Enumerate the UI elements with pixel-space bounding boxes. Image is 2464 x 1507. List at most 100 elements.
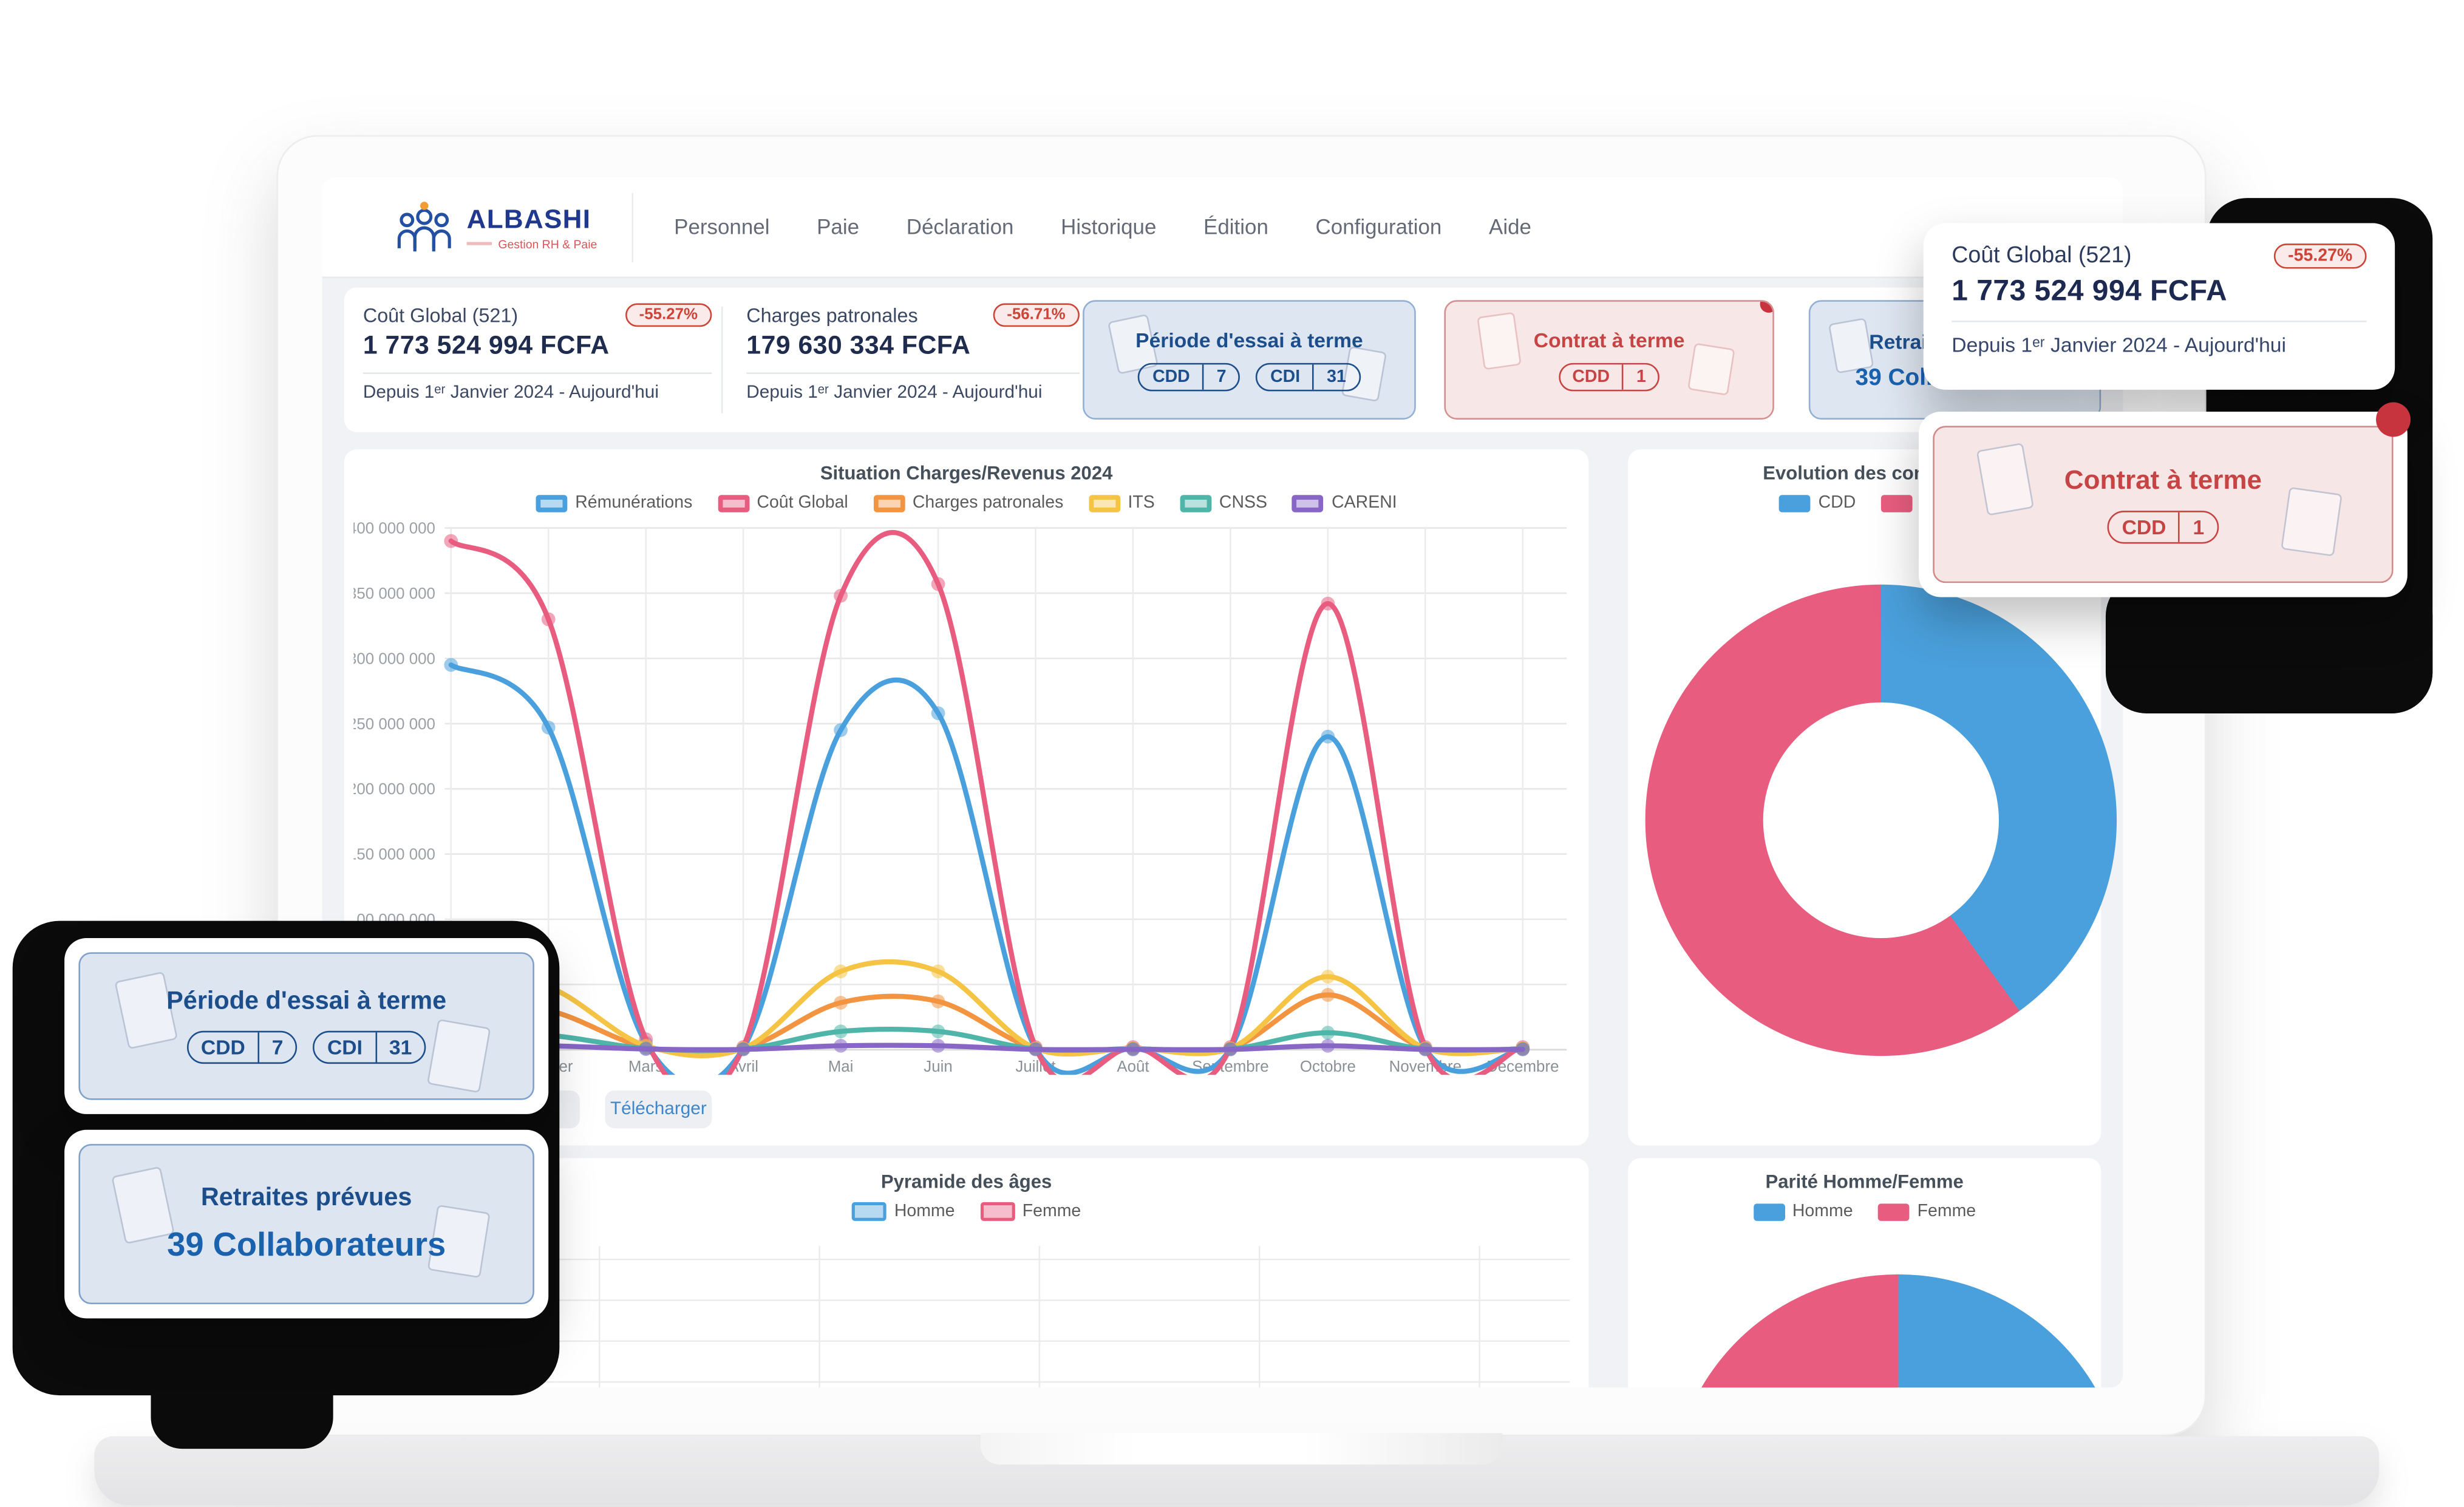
legend-swatch (873, 494, 905, 512)
legend-swatch (1778, 494, 1811, 512)
laptop-screen: ALBASHI Gestion RH & Paie Personnel Paie… (322, 177, 2123, 1388)
legend-swatch (1877, 1203, 1910, 1220)
legend-item-its[interactable]: ITS (1088, 494, 1155, 512)
nav-item-edition[interactable]: Édition (1203, 215, 1268, 239)
legend-item-charges-patronales[interactable]: Charges patronales (873, 494, 1063, 512)
legend-swatch (536, 494, 568, 512)
logo[interactable]: ALBASHI Gestion RH & Paie (395, 200, 597, 254)
nav-item-historique[interactable]: Historique (1061, 215, 1157, 239)
svg-text:400 000 000: 400 000 000 (353, 522, 435, 537)
contract-pills: CDD 1 (2108, 511, 2219, 544)
brand-name: ALBASHI (466, 203, 591, 234)
chart-legend: Homme Femme (344, 1202, 1589, 1221)
card-period: Depuis 1ᵉʳ Janvier 2024 - Aujourd'hui (1952, 333, 2286, 357)
people-icon (397, 201, 451, 251)
contract-pills: CDD 1 (1558, 362, 1661, 392)
card-periode-essai[interactable]: Période d'essai à terme CDD 7 CDI 31 (1083, 300, 1416, 420)
kpi-title: Coût Global (521) (362, 304, 519, 327)
chart-title: Parité Homme/Femme (1765, 1171, 1964, 1193)
svg-text:Octobre: Octobre (1300, 1058, 1356, 1075)
decor-blob-top-right-flange (2105, 575, 2433, 713)
parite-donut-chart[interactable] (1670, 1274, 2123, 1388)
pill-cdd: CDD 1 (2108, 511, 2219, 544)
legend-swatch (717, 494, 749, 512)
legend-swatch (1292, 494, 1324, 512)
card-value: 1 773 524 994 FCFA (1952, 273, 2228, 307)
nav-menu: Personnel Paie Déclaration Historique Éd… (674, 216, 1531, 239)
laptop-base-notch (980, 1433, 1503, 1465)
legend-item-homme[interactable]: Homme (851, 1202, 955, 1221)
stats-row: Coût Global (521) -55.27% 1 773 524 994 … (344, 287, 2102, 432)
floating-card-periode-essai[interactable]: Période d'essai à terme CDD 7 CDI 31 (64, 938, 549, 1114)
nav-item-personnel[interactable]: Personnel (674, 215, 770, 239)
legend-swatch (1753, 1203, 1785, 1220)
pill-cdi: CDI 31 (1256, 362, 1361, 392)
legend-item-cnss[interactable]: CNSS (1180, 494, 1267, 512)
svg-text:250 000 000: 250 000 000 (353, 716, 435, 733)
nav-item-declaration[interactable]: Déclaration (906, 215, 1014, 239)
card-title: Retraites prévues (200, 1184, 412, 1211)
notification-dot (1760, 301, 1773, 313)
contract-pills: CDD 7 CDI 31 (186, 1030, 426, 1064)
card-trend-badge: -55.27% (2273, 243, 2367, 269)
pyramide-chart-grid[interactable]: 71 - 80 (362, 1246, 1570, 1388)
card-title: Période d'essai à terme (166, 988, 447, 1015)
legend-swatch (851, 1202, 887, 1221)
card-title: Coût Global (521) (1952, 243, 2132, 269)
legend-item-r-mun-rations[interactable]: Rémunérations (536, 494, 692, 512)
legend-item-cdd[interactable]: CDD (1778, 494, 1856, 512)
svg-text:200 000 000: 200 000 000 (353, 781, 435, 798)
panel-parite: Parité Homme/Femme Homme Femme (1628, 1158, 2123, 1388)
svg-text:350 000 000: 350 000 000 (353, 585, 435, 602)
pill-cdd: CDD 7 (1138, 362, 1241, 392)
laptop-mockup: ALBASHI Gestion RH & Paie Personnel Paie… (276, 135, 2207, 1437)
chart-title: Pyramide des âges (880, 1171, 1052, 1193)
nav-item-aide[interactable]: Aide (1489, 215, 1531, 239)
card-value: 39 Collaborateurs (167, 1226, 446, 1263)
kpi-period: Depuis 1ᵉʳ Janvier 2024 - Aujourd'hui (746, 383, 1043, 403)
decor-blob-bottom-left-bump (151, 1351, 333, 1449)
card-title: Contrat à terme (1533, 328, 1685, 352)
card-title: Contrat à terme (2064, 465, 2262, 495)
panel-evolution-contrats: Evolution des contrats CDDCDI (1628, 449, 2117, 1146)
divider (721, 306, 723, 413)
kpi-value: 1 773 524 994 FCFA (362, 332, 610, 360)
legend-item-homme[interactable]: Homme (1753, 1202, 1853, 1221)
legend-item-careni[interactable]: CARENI (1292, 494, 1397, 512)
legend-item-femme[interactable]: Femme (1877, 1202, 1976, 1221)
kpi-trend-badge: -55.27% (625, 303, 712, 327)
legend-swatch (1088, 494, 1120, 512)
legend-item-femme[interactable]: Femme (979, 1202, 1081, 1221)
kpi-trend-badge: -56.71% (992, 303, 1080, 327)
svg-text:Mai: Mai (828, 1058, 854, 1075)
orange-dot (420, 201, 429, 209)
nav-divider (631, 192, 633, 262)
kpi-title: Charges patronales (746, 304, 918, 327)
svg-text:Août: Août (1117, 1058, 1149, 1075)
chart-legend: Rémunérations Coût Global Charges patronal… (344, 494, 1589, 512)
download-button[interactable]: Télécharger (605, 1090, 712, 1129)
svg-text:150 000 000: 150 000 000 (353, 846, 435, 863)
floating-card-contrat-terme[interactable]: Contrat à terme CDD 1 (1918, 402, 2411, 597)
legend-swatch (1180, 494, 1211, 512)
card-contrat-terme[interactable]: Contrat à terme CDD 1 (1444, 300, 1774, 420)
evolution-donut-chart[interactable] (1645, 584, 2117, 1056)
kpi-value: 179 630 334 FCFA (746, 332, 971, 360)
top-nav: ALBASHI Gestion RH & Paie Personnel Paie… (322, 177, 2123, 279)
legend-swatch (1880, 494, 1913, 512)
notification-dot (2376, 402, 2411, 437)
nav-item-paie[interactable]: Paie (817, 215, 860, 239)
svg-text:300 000 000: 300 000 000 (353, 650, 435, 667)
nav-item-configuration[interactable]: Configuration (1315, 215, 1442, 239)
card-title: Période d'essai à terme (1135, 328, 1363, 352)
kpi-period: Depuis 1ᵉʳ Janvier 2024 - Aujourd'hui (362, 383, 659, 403)
legend-swatch (979, 1202, 1015, 1221)
chart-legend: Homme Femme (1628, 1202, 2101, 1221)
brand-tagline: Gestion RH & Paie (467, 236, 597, 250)
kpi-charges-patronales: Charges patronales -56.71% 179 630 334 F… (746, 303, 1080, 416)
floating-card-cout-global[interactable]: Coût Global (521) -55.27% 1 773 524 994 … (1923, 223, 2395, 390)
floating-card-retraites[interactable]: Retraites prévues 39 Collaborateurs (64, 1129, 549, 1319)
pill-cdd: CDD 1 (1558, 362, 1661, 392)
legend-item-co-t-global[interactable]: Coût Global (717, 494, 848, 512)
